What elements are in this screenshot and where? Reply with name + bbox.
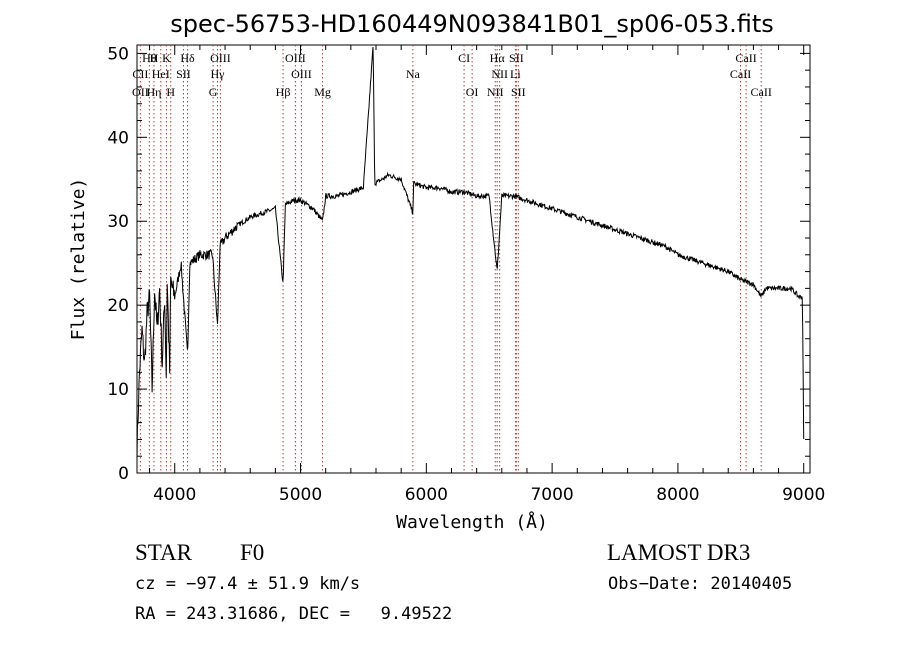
line-label-15: Na <box>406 67 421 81</box>
survey-label: LAMOST DR3 <box>607 540 751 565</box>
line-label-9: CaII <box>735 51 756 65</box>
line-label-6: CI <box>458 51 470 65</box>
line-label-25: OI <box>466 85 479 99</box>
line-label-27: SII <box>511 85 526 99</box>
series-group <box>136 46 805 461</box>
line-label-21: H <box>166 85 175 99</box>
line-label-14: OIII <box>291 67 312 81</box>
x-tick-label-0: 4000 <box>153 485 196 505</box>
line-label-7: Hα <box>490 51 506 65</box>
y-tick-label-0: 0 <box>118 464 129 484</box>
x-tick-label-5: 9000 <box>782 485 825 505</box>
y-tick-label-1: 10 <box>107 380 129 400</box>
y-tick-label-5: 50 <box>107 44 129 64</box>
y-tick-label-4: 40 <box>107 128 129 148</box>
line-label-12: SII <box>176 67 191 81</box>
line-label-23: Hβ <box>276 85 291 99</box>
x-tick-label-1: 5000 <box>279 485 322 505</box>
obs-date: Obs−Date: 20140405 <box>608 574 793 594</box>
x-tick-label-3: 7000 <box>530 485 573 505</box>
line-label-28: CaII <box>751 85 772 99</box>
line-label-13: Hγ <box>211 67 226 81</box>
chart-title: spec-56753-HD160449N093841B01_sp06-053.f… <box>170 10 774 38</box>
y-tick-label-2: 20 <box>107 296 129 316</box>
x-tick-label-2: 6000 <box>405 485 448 505</box>
line-label-0: Hθ <box>142 51 157 65</box>
line-markers <box>139 45 762 473</box>
line-label-16: NII <box>491 67 508 81</box>
line-label-24: Mg <box>314 85 331 99</box>
y-axis: 0 10 20 30 40 50 <box>107 44 810 484</box>
line-label-18: CaII <box>730 67 751 81</box>
line-label-2: K <box>162 51 171 65</box>
line-label-11: HeI <box>152 67 170 81</box>
line-label-4: OIII <box>210 51 231 65</box>
line-label-8: SII <box>509 51 524 65</box>
line-label-17: Li <box>510 67 521 81</box>
line-label-26: NII <box>487 85 504 99</box>
line-label-5: OIII <box>285 51 306 65</box>
class-label: STAR <box>135 540 192 565</box>
line-label-19: OII <box>132 85 149 99</box>
line-label-1: H <box>150 51 159 65</box>
x-tick-label-4: 8000 <box>656 485 699 505</box>
line-label-22: G <box>209 85 218 99</box>
redshift-velocity: cz = −97.4 ± 51.9 km/s <box>135 574 361 594</box>
line-label-10: CII <box>132 67 148 81</box>
subclass-label: F0 <box>240 540 265 565</box>
x-axis-label: Wavelength (Å) <box>396 511 548 533</box>
y-tick-label-3: 30 <box>107 212 129 232</box>
line-label-3: Hδ <box>180 51 195 65</box>
line-label-20: Hη <box>147 85 162 99</box>
x-axis: 4000 5000 6000 7000 8000 9000 <box>149 45 825 505</box>
coordinates: RA = 243.31686, DEC = 9.49522 <box>135 604 453 624</box>
y-axis-label: Flux (relative) <box>68 178 89 341</box>
flux-series-line <box>136 46 805 461</box>
plot-frame <box>136 44 811 474</box>
